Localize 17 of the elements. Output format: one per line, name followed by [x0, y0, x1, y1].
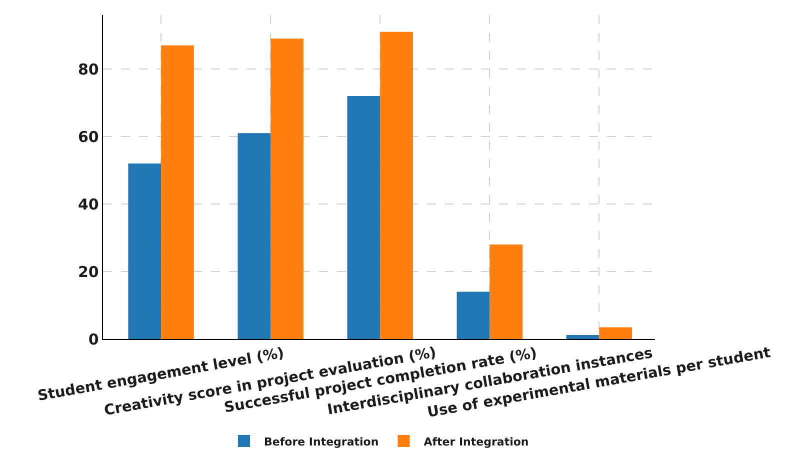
bar — [128, 164, 162, 339]
y-tick-label: 60 — [78, 128, 99, 146]
bar — [599, 327, 632, 339]
y-tick-label: 80 — [78, 60, 99, 78]
y-tick-label: 40 — [78, 195, 99, 214]
bar — [566, 334, 600, 339]
y-tick-label: 0 — [88, 330, 99, 348]
bar — [161, 45, 194, 339]
legend-label: After Integration — [424, 435, 529, 448]
y-tick-label: 20 — [78, 262, 99, 281]
legend-label: Before Integration — [264, 435, 379, 448]
bar — [380, 32, 413, 339]
bar — [347, 96, 380, 339]
bar — [270, 38, 304, 339]
bar — [456, 292, 490, 339]
bar — [238, 133, 271, 339]
bar — [490, 244, 522, 339]
